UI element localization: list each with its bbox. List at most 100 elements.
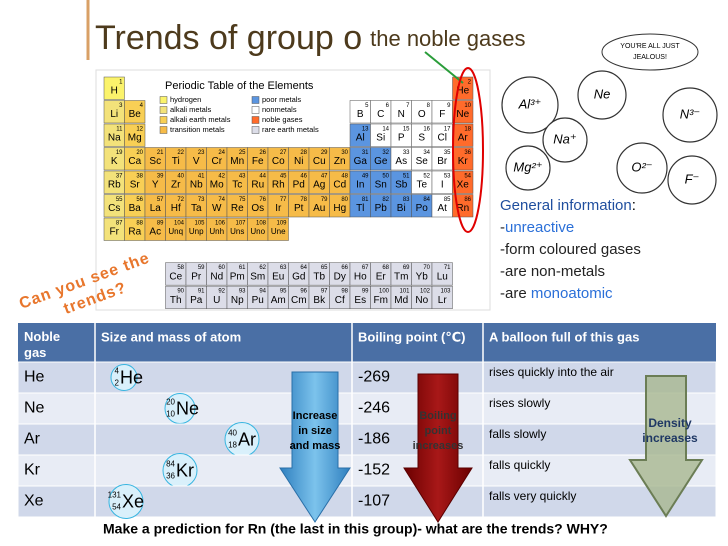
atomic-number: 44 xyxy=(259,174,266,180)
legend-label: alkali earth metals xyxy=(170,115,231,124)
atomic-number: 47 xyxy=(321,174,328,180)
info-item: -form coloured gases xyxy=(500,241,641,258)
boiling-point: -107 xyxy=(358,493,390,510)
atomic-number: 99 xyxy=(362,289,369,295)
atomic-number: 73 xyxy=(198,197,205,203)
atomic-number: 56 xyxy=(136,197,143,203)
atomic-number: 23 xyxy=(198,150,205,156)
element-symbol: Na xyxy=(108,133,121,144)
table-header: Noble gas xyxy=(24,329,60,360)
atomic-number: 27 xyxy=(280,150,287,156)
atomic-number: 98 xyxy=(341,289,348,295)
legend-label: alkali metals xyxy=(170,105,212,114)
element-symbol: Es xyxy=(354,295,366,306)
legend-label: hydrogen xyxy=(170,95,201,104)
atomic-number: 25 xyxy=(239,150,246,156)
ion xyxy=(501,76,559,134)
atomic-number: 85 xyxy=(444,197,451,203)
atomic-number: 29 xyxy=(321,150,328,156)
atomic-number: 33 xyxy=(403,150,410,156)
element-symbol: Cs xyxy=(108,203,120,214)
table-header: Boiling point (℃) xyxy=(358,329,465,344)
legend-label: rare earth metals xyxy=(262,125,319,134)
atomic-number: 94 xyxy=(259,289,266,295)
arrow-label: point xyxy=(425,425,452,437)
element-symbol: Ar xyxy=(458,133,469,144)
element-symbol: Po xyxy=(416,203,429,214)
mass-number: 84 xyxy=(166,460,175,469)
ion-label: Ne xyxy=(594,86,611,101)
atomic-number: 43 xyxy=(239,174,246,180)
atomic-number: 13 xyxy=(362,127,369,133)
atomic-number: 12 xyxy=(136,127,143,133)
element-cell xyxy=(267,217,289,241)
element-symbol: Fm xyxy=(374,295,388,306)
element-symbol: Dy xyxy=(334,271,346,282)
element-symbol: H xyxy=(111,86,118,97)
atomic-number: 59 xyxy=(198,265,205,271)
atomic-number: 26 xyxy=(259,150,266,156)
gas-symbol: He xyxy=(120,367,143,387)
noble-gas-highlight xyxy=(452,67,484,233)
element-symbol: U xyxy=(213,295,220,306)
atomic-number: 89 xyxy=(157,221,164,227)
element-symbol: Lu xyxy=(437,271,448,282)
atom xyxy=(108,484,144,519)
arrow-label: and mass xyxy=(290,440,341,452)
boiling-point: -269 xyxy=(358,369,390,386)
atomic-number: 78 xyxy=(300,197,307,203)
atomic-number: 36 xyxy=(464,150,471,156)
atomic-number: 66 xyxy=(341,265,348,271)
atomic-number: 82 xyxy=(382,197,389,203)
atomic-number: 31 xyxy=(362,150,369,156)
info-heading: General information: xyxy=(500,197,636,214)
atomic-number: 61 xyxy=(239,265,246,271)
atomic-number: 86 xyxy=(464,197,471,203)
element-symbol: Te xyxy=(416,180,427,191)
ion xyxy=(505,145,551,191)
element-symbol: Lr xyxy=(438,295,448,306)
element-symbol: He xyxy=(456,86,469,97)
element-symbol: Si xyxy=(376,133,385,144)
ion-label: N³⁻ xyxy=(680,106,701,121)
atomic-number: 37 xyxy=(116,174,123,180)
element-symbol: Mn xyxy=(230,156,244,167)
atomic-number: 104 xyxy=(174,221,185,227)
element-symbol: Bk xyxy=(313,295,326,306)
atomic-number: 18 xyxy=(464,127,471,133)
atomic-number: 63 xyxy=(280,265,287,271)
arrow-label: increases xyxy=(642,431,698,445)
element-symbol: As xyxy=(395,156,407,167)
boiling-point: -186 xyxy=(358,431,390,448)
atomic-number: 46 xyxy=(300,174,307,180)
atomic-number: 30 xyxy=(341,150,348,156)
element-symbol: Hg xyxy=(333,203,346,214)
atomic-number: 17 xyxy=(444,127,451,133)
legend-swatch xyxy=(159,106,168,114)
atomic-number: 16 xyxy=(423,127,430,133)
gas-name: Ne xyxy=(24,400,45,417)
speech-text: JEALOUS! xyxy=(633,54,667,61)
atomic-number: 35 xyxy=(444,150,451,156)
atomic-number: 93 xyxy=(239,289,246,295)
element-symbol: Tm xyxy=(394,271,408,282)
gas-symbol: Xe xyxy=(122,491,144,511)
table-row-bg xyxy=(17,423,717,456)
atomic-number: 51 xyxy=(403,174,410,180)
atomic-number: 22 xyxy=(177,150,184,156)
atomic-number: 52 xyxy=(423,174,430,180)
gas-name: Xe xyxy=(24,493,44,510)
legend-swatch xyxy=(251,96,260,104)
element-symbol: Sn xyxy=(375,180,387,191)
periodic-table: 1H2He3Li4Be5B6C7N8O9F10Ne11Na12Mg13Al14S… xyxy=(103,76,474,309)
element-symbol: Pd xyxy=(293,180,305,191)
element-symbol: F xyxy=(439,109,445,120)
pointer-line xyxy=(424,51,464,84)
ion-label: Mg²⁺ xyxy=(513,159,542,174)
atomic-number: 65 xyxy=(321,265,328,271)
element-symbol: Mg xyxy=(128,133,142,144)
info-item-part: unreactive xyxy=(505,219,574,236)
element-symbol: Bi xyxy=(397,203,406,214)
element-symbol: Am xyxy=(271,295,286,306)
